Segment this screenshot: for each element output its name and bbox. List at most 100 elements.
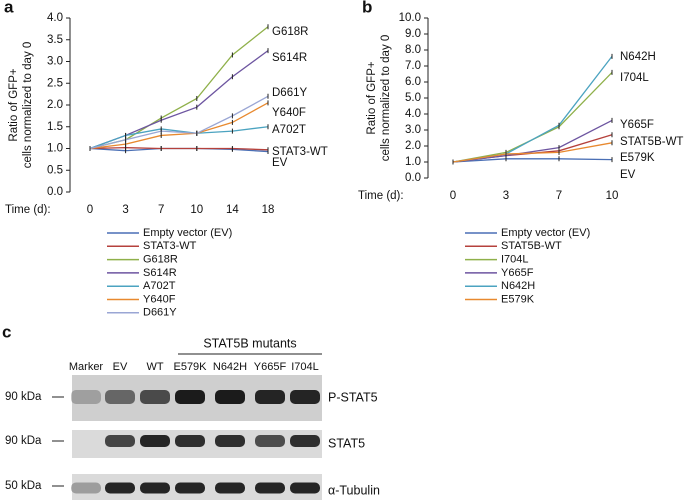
end-label: STAT3-WT: [272, 146, 328, 158]
end-label: E579K: [620, 152, 655, 164]
y-tick-label: 2.5: [47, 77, 63, 89]
y-tick-label: 3.0: [47, 56, 63, 68]
y-tick-label: 6.0: [405, 76, 421, 88]
end-label: Y665F: [620, 119, 654, 131]
legend-label: S614R: [143, 267, 177, 279]
end-label: EV: [620, 169, 636, 181]
band: [215, 482, 245, 494]
y-tick-label: 0.0: [47, 186, 63, 198]
lane-label: WT: [146, 361, 163, 373]
end-label: G618R: [272, 26, 308, 38]
band: [215, 435, 245, 447]
y-tick-label: 5.0: [405, 92, 421, 104]
panel-label: c: [2, 322, 11, 341]
band: [175, 435, 205, 447]
band: [215, 390, 245, 404]
y-tick-label: 8.0: [405, 44, 421, 56]
lane-label: I704L: [291, 361, 319, 373]
lane-label: E579K: [173, 361, 207, 373]
y-tick-label: 7.0: [405, 60, 421, 72]
x-tick-label: 3: [503, 190, 509, 202]
group-label: STAT5B mutants: [203, 336, 296, 350]
x-tick-label: 10: [190, 204, 203, 216]
x-tick-label: 14: [226, 204, 239, 216]
y-axis-label: cells normalized to day 0: [380, 35, 392, 162]
end-label: A702T: [272, 124, 306, 136]
lane-label: EV: [113, 361, 128, 373]
x-tick-label: 18: [262, 204, 275, 216]
end-label: I704L: [620, 72, 649, 84]
band: [255, 390, 285, 404]
y-tick-label: 1.0: [405, 156, 421, 168]
y-tick-label: 0.5: [47, 164, 63, 176]
x-tick-label: 7: [556, 190, 562, 202]
series-line: [452, 71, 613, 163]
series-line: [89, 126, 269, 150]
y-tick-label: 9.0: [405, 28, 421, 40]
y-tick-label: 3.0: [405, 124, 421, 136]
series-line: [89, 102, 269, 150]
series-line: [452, 142, 613, 163]
band: [71, 390, 101, 404]
legend-label: I704L: [501, 254, 529, 266]
legend-label: A702T: [143, 280, 176, 292]
series-line: [89, 146, 269, 151]
protein-label: P-STAT5: [328, 390, 378, 404]
band: [255, 435, 285, 447]
x-tick-label: 10: [606, 190, 619, 202]
band: [290, 435, 320, 447]
x-tick-label: 7: [158, 204, 164, 216]
end-label: D661Y: [272, 87, 307, 99]
y-tick-label: 2.0: [405, 140, 421, 152]
legend-label: Y640F: [143, 293, 176, 305]
legend-label: N642H: [501, 280, 535, 292]
band: [290, 482, 320, 494]
lane-label: N642H: [213, 361, 247, 373]
y-tick-label: 4.0: [405, 108, 421, 120]
band: [140, 435, 170, 447]
band: [105, 435, 135, 447]
x-tick-label: 0: [87, 204, 93, 216]
end-label: N642H: [620, 51, 656, 63]
y-tick-label: 4.0: [47, 12, 63, 24]
x-tick-label: 0: [450, 190, 456, 202]
band: [71, 482, 101, 494]
y-axis-label: Ratio of GFP+: [8, 68, 20, 141]
x-axis-label: Time (d):: [5, 204, 51, 216]
y-tick-label: 10.0: [399, 12, 421, 24]
end-label: EV: [272, 157, 288, 169]
band: [290, 390, 320, 404]
legend-label: E579K: [501, 293, 535, 305]
legend-label: Empty vector (EV): [143, 227, 232, 239]
panel-label: a: [4, 0, 14, 16]
series-line: [89, 95, 269, 150]
panel-label: b: [362, 0, 372, 16]
end-label: S614R: [272, 52, 307, 64]
protein-label: α-Tubulin: [328, 483, 380, 497]
end-label: Y640F: [272, 107, 306, 119]
legend-label: D661Y: [143, 307, 177, 319]
band: [105, 482, 135, 494]
end-label: STAT5B-WT: [620, 136, 683, 148]
x-tick-label: 3: [122, 204, 128, 216]
y-tick-label: 1.0: [47, 143, 63, 155]
marker-label: 50 kDa: [5, 480, 42, 492]
y-tick-label: 0.0: [405, 172, 421, 184]
marker-label: 90 kDa: [5, 435, 42, 447]
series-line: [452, 158, 613, 163]
legend-label: Y665F: [501, 267, 534, 279]
band: [105, 390, 135, 404]
legend-label: STAT5B-WT: [501, 240, 562, 252]
y-axis-label: cells normalized to day 0: [22, 42, 34, 169]
series-line: [452, 56, 613, 163]
x-axis-label: Time (d):: [358, 190, 404, 202]
legend-label: Empty vector (EV): [501, 227, 590, 239]
y-tick-label: 1.5: [47, 121, 63, 133]
lane-label: Marker: [69, 361, 104, 373]
legend-label: G618R: [143, 254, 178, 266]
band: [175, 482, 205, 494]
band: [175, 390, 205, 404]
lane-label: Y665F: [254, 361, 287, 373]
series-line: [452, 119, 613, 163]
